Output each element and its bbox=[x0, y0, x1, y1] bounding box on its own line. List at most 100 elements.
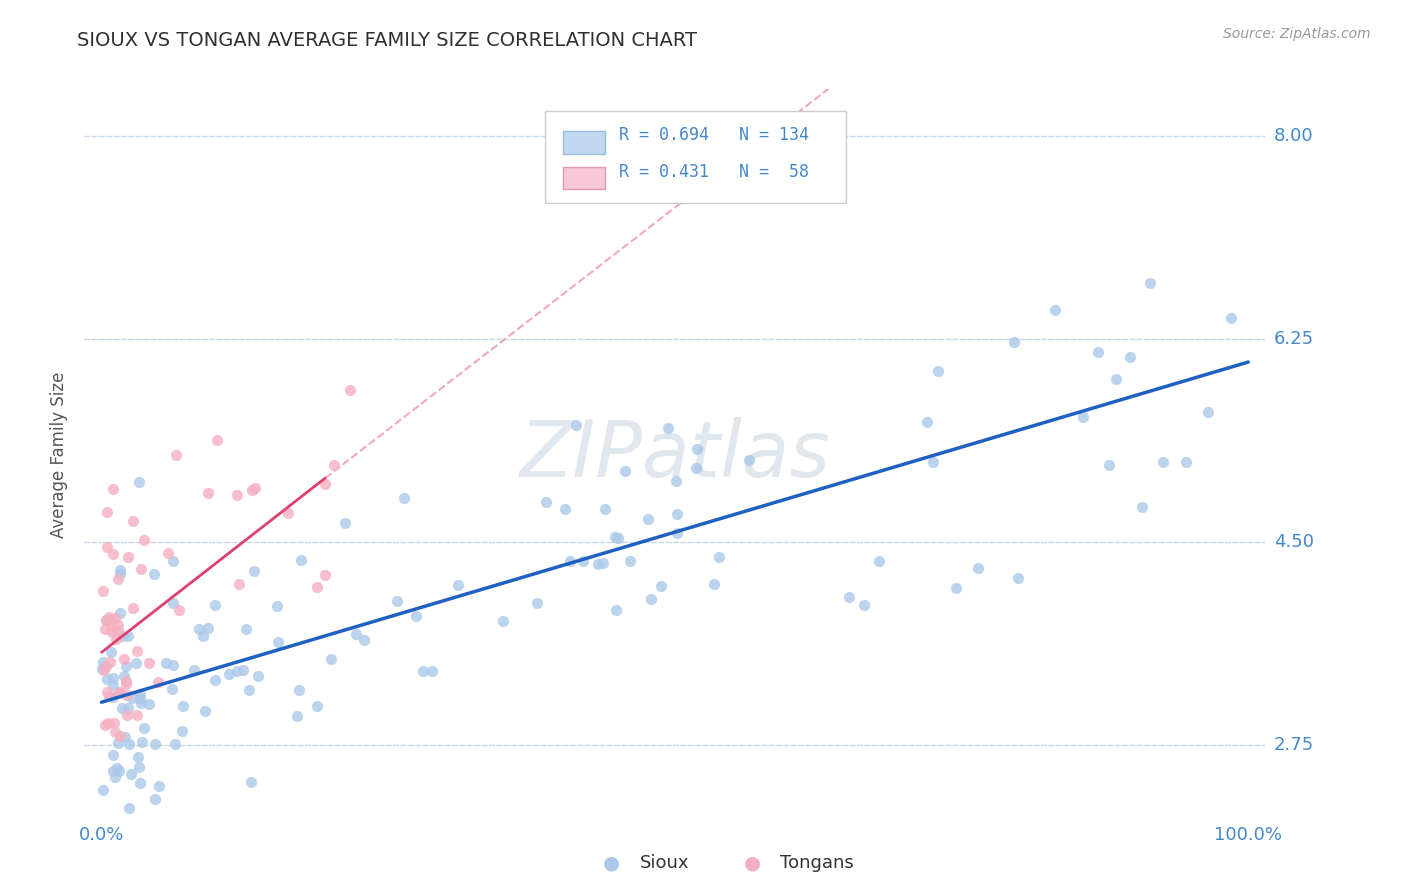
Point bbox=[606, 531, 628, 545]
Point bbox=[108, 686, 131, 700]
FancyBboxPatch shape bbox=[546, 112, 846, 202]
Point bbox=[640, 591, 662, 606]
Point bbox=[100, 614, 122, 628]
Point bbox=[142, 566, 165, 581]
Point bbox=[1130, 500, 1153, 514]
Point bbox=[104, 611, 127, 625]
Text: ●: ● bbox=[603, 854, 620, 873]
Point bbox=[114, 674, 136, 689]
Point bbox=[194, 704, 217, 718]
Point bbox=[93, 622, 115, 636]
Point bbox=[107, 618, 129, 632]
Point bbox=[588, 558, 610, 572]
Point bbox=[554, 501, 576, 516]
Point bbox=[107, 623, 129, 637]
Point bbox=[703, 577, 725, 591]
Point bbox=[738, 452, 761, 467]
Point bbox=[492, 614, 515, 628]
Point bbox=[105, 761, 128, 775]
Point bbox=[101, 482, 124, 496]
Point bbox=[101, 671, 124, 685]
Point bbox=[1174, 455, 1197, 469]
Point bbox=[112, 629, 135, 643]
Point bbox=[100, 623, 122, 637]
Point bbox=[167, 603, 190, 617]
Point bbox=[665, 507, 688, 521]
Point bbox=[657, 421, 679, 435]
Point bbox=[129, 776, 152, 790]
Point bbox=[97, 610, 120, 624]
Point bbox=[103, 547, 125, 561]
Point bbox=[240, 483, 263, 497]
Point bbox=[1073, 410, 1095, 425]
Point bbox=[267, 635, 290, 649]
Point bbox=[288, 682, 311, 697]
Point bbox=[108, 764, 131, 779]
Point bbox=[1043, 302, 1066, 317]
Point bbox=[1197, 405, 1219, 419]
Point bbox=[1105, 372, 1128, 386]
FancyBboxPatch shape bbox=[562, 167, 605, 189]
Point bbox=[138, 656, 160, 670]
Point bbox=[665, 474, 688, 488]
Point bbox=[94, 613, 117, 627]
Text: R = 0.694   N = 134: R = 0.694 N = 134 bbox=[620, 127, 810, 145]
Point bbox=[96, 685, 118, 699]
Point bbox=[104, 724, 127, 739]
Point bbox=[619, 554, 641, 568]
Point bbox=[226, 488, 249, 502]
Point bbox=[97, 715, 120, 730]
Point bbox=[110, 567, 132, 582]
Point bbox=[1007, 571, 1029, 585]
Point bbox=[98, 689, 121, 703]
Point bbox=[204, 673, 226, 687]
Text: Source: ZipAtlas.com: Source: ZipAtlas.com bbox=[1223, 27, 1371, 41]
Point bbox=[134, 721, 156, 735]
Point bbox=[114, 830, 136, 845]
Point bbox=[132, 533, 155, 547]
Text: Sioux: Sioux bbox=[640, 855, 689, 872]
Point bbox=[1002, 334, 1025, 349]
Point bbox=[605, 603, 627, 617]
Point bbox=[94, 658, 117, 673]
Point bbox=[107, 572, 129, 586]
Point bbox=[228, 577, 250, 591]
Point bbox=[111, 700, 134, 714]
Text: ZIPatlas: ZIPatlas bbox=[519, 417, 831, 493]
Point bbox=[321, 652, 343, 666]
Point bbox=[104, 770, 127, 784]
Point bbox=[128, 691, 150, 706]
Point bbox=[115, 677, 138, 691]
Point bbox=[593, 502, 616, 516]
Point bbox=[238, 683, 260, 698]
Point bbox=[322, 458, 344, 472]
Point bbox=[112, 843, 135, 857]
Point bbox=[117, 701, 139, 715]
Point bbox=[447, 577, 470, 591]
Point bbox=[115, 659, 138, 673]
Point bbox=[915, 416, 938, 430]
Point bbox=[707, 549, 730, 564]
Point bbox=[243, 482, 266, 496]
Point bbox=[98, 655, 121, 669]
Point bbox=[122, 514, 145, 528]
Point bbox=[1087, 344, 1109, 359]
Point bbox=[118, 737, 141, 751]
Point bbox=[91, 782, 114, 797]
Text: 6.25: 6.25 bbox=[1274, 330, 1313, 348]
Point bbox=[129, 562, 152, 576]
Point bbox=[93, 583, 115, 598]
Point bbox=[143, 792, 166, 806]
Point bbox=[307, 698, 329, 713]
Point bbox=[927, 364, 949, 378]
Point bbox=[103, 716, 125, 731]
Text: 4.50: 4.50 bbox=[1274, 533, 1313, 551]
Point bbox=[686, 442, 709, 456]
Point bbox=[94, 718, 117, 732]
Point bbox=[197, 486, 219, 500]
Point bbox=[94, 614, 117, 628]
Point bbox=[117, 549, 139, 564]
Point bbox=[558, 554, 581, 568]
Point bbox=[148, 780, 170, 794]
Point bbox=[240, 775, 263, 789]
